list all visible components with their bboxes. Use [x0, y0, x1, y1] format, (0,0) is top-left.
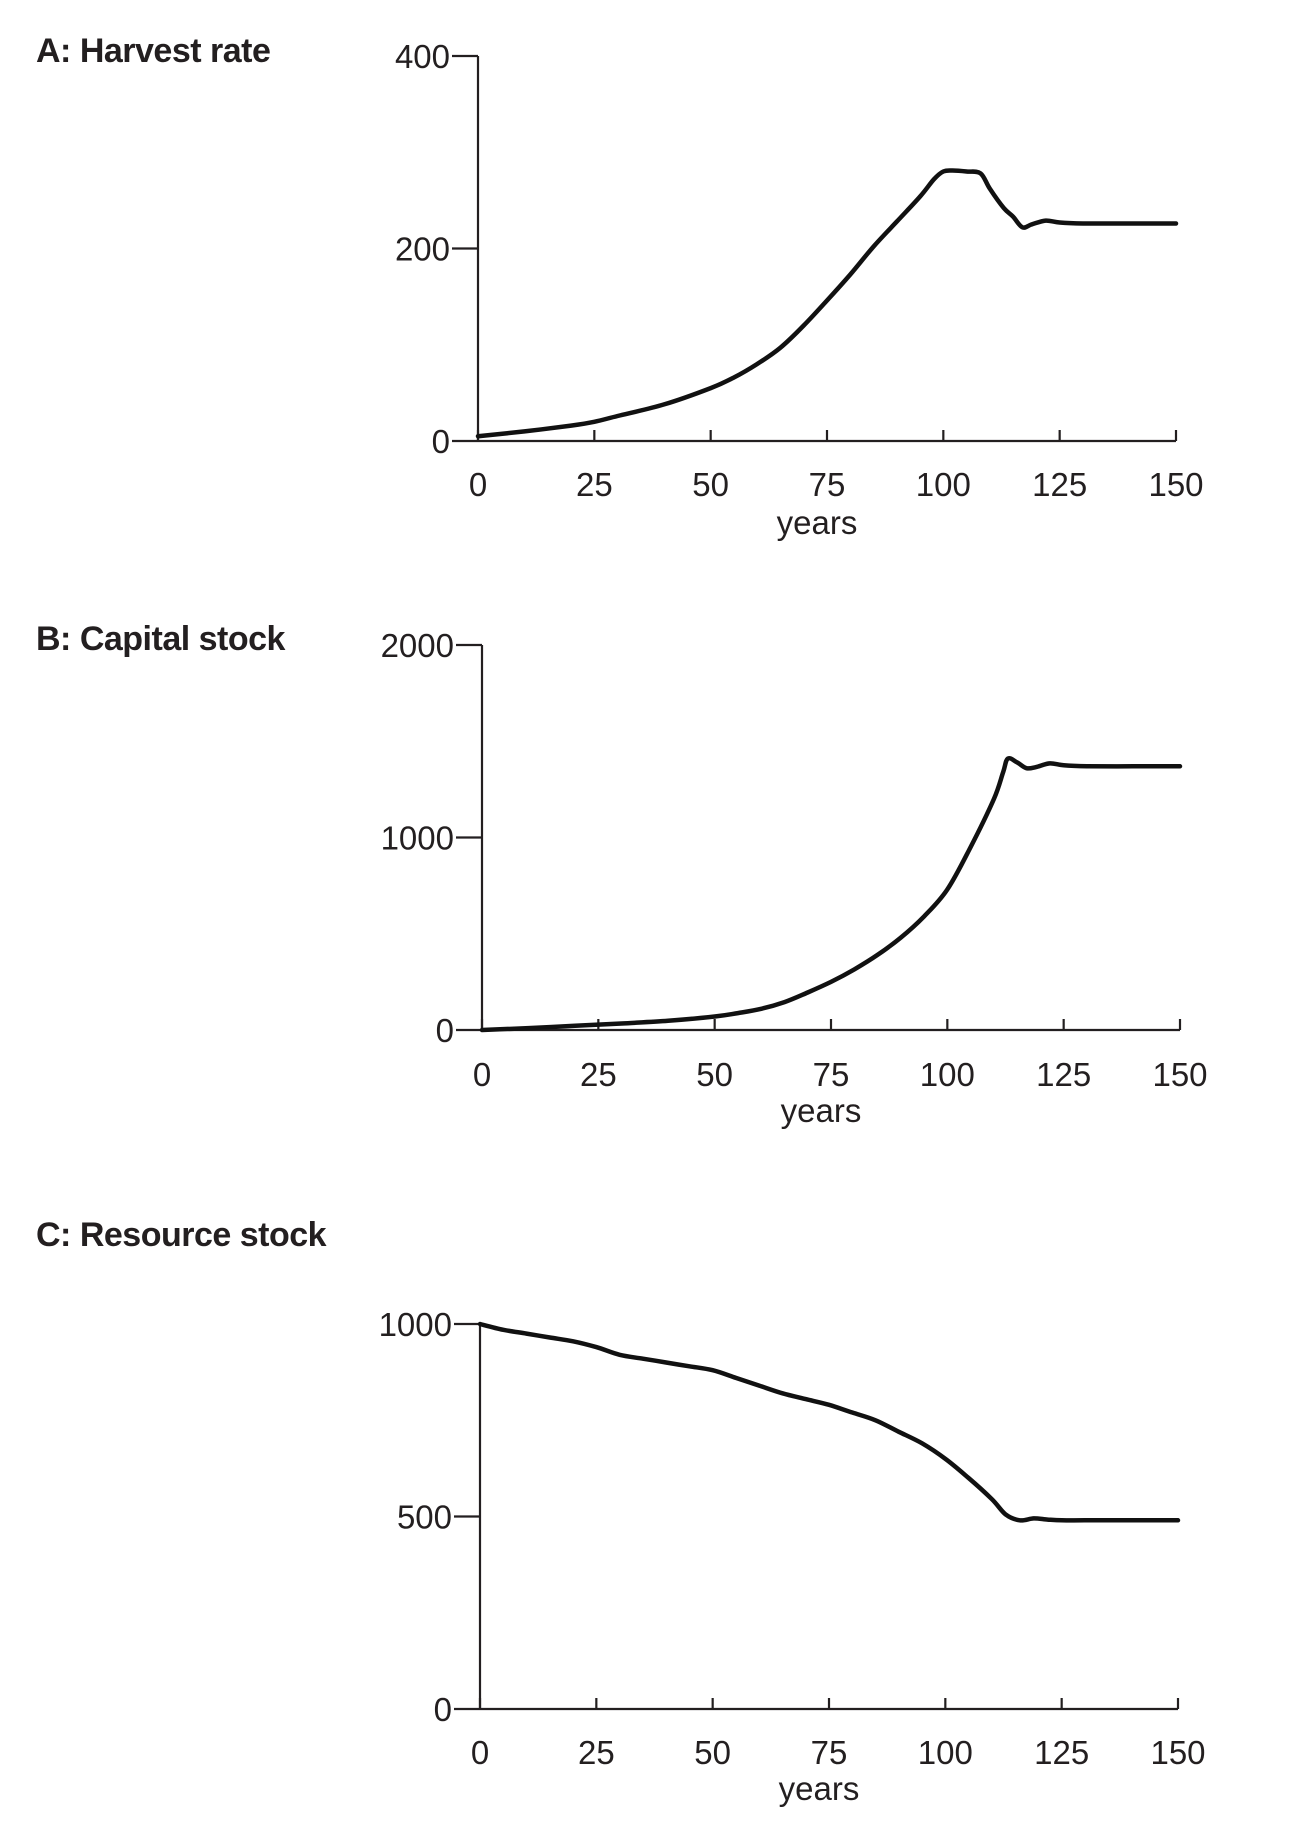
x-tick-label: 25: [580, 1056, 617, 1093]
panel-b-chart: 0 25 50 75 100 125 150 0 1000 2000 years: [381, 627, 1208, 1129]
x-axis-title: years: [777, 504, 858, 541]
series-line: [477, 1321, 1181, 1523]
y-tick-label: 1000: [379, 1306, 452, 1343]
panel-a-title: A: Harvest rate: [36, 32, 271, 70]
y-tick-label: 200: [395, 231, 450, 268]
panel-b-title: B: Capital stock: [36, 620, 285, 658]
x-tick-label: 100: [918, 1734, 973, 1771]
y-tick-label: 0: [436, 1012, 454, 1049]
x-axis-title: years: [779, 1770, 860, 1807]
y-tick-label: 2000: [381, 627, 454, 664]
x-tick-label: 0: [473, 1056, 491, 1093]
x-tick-label: 125: [1034, 1734, 1089, 1771]
x-tick-label: 50: [696, 1056, 733, 1093]
x-tick-label: 150: [1152, 1056, 1207, 1093]
x-tick-label: 125: [1036, 1056, 1091, 1093]
x-axis-title: years: [781, 1092, 862, 1129]
y-tick-label: 0: [432, 423, 450, 460]
y-tick-label: 0: [434, 1691, 452, 1728]
panel-c-chart: 0 25 50 75 100 125 150 0 500 1000 years: [379, 1306, 1206, 1807]
x-tick-label: 100: [916, 466, 971, 503]
panel-a-chart: 0 25 50 75 100 125 150 0 200 400 years: [395, 38, 1204, 541]
x-tick-label: 25: [578, 1734, 615, 1771]
x-tick-label: 125: [1032, 466, 1087, 503]
x-tick-label: 50: [694, 1734, 731, 1771]
x-tick-label: 75: [809, 466, 846, 503]
x-tick-label: 75: [813, 1056, 850, 1093]
y-tick-label: 400: [395, 38, 450, 75]
x-tick-label: 75: [811, 1734, 848, 1771]
series-line: [475, 168, 1179, 439]
x-tick-label: 150: [1150, 1734, 1205, 1771]
y-tick-label: 500: [397, 1499, 452, 1536]
series-line: [479, 755, 1183, 1033]
x-tick-label: 150: [1148, 466, 1203, 503]
x-tick-label: 0: [469, 466, 487, 503]
panel-c-title: C: Resource stock: [36, 1216, 327, 1254]
x-tick-label: 25: [576, 466, 613, 503]
x-tick-label: 0: [471, 1734, 489, 1771]
y-tick-label: 1000: [381, 820, 454, 857]
x-tick-label: 50: [692, 466, 729, 503]
x-tick-label: 100: [920, 1056, 975, 1093]
